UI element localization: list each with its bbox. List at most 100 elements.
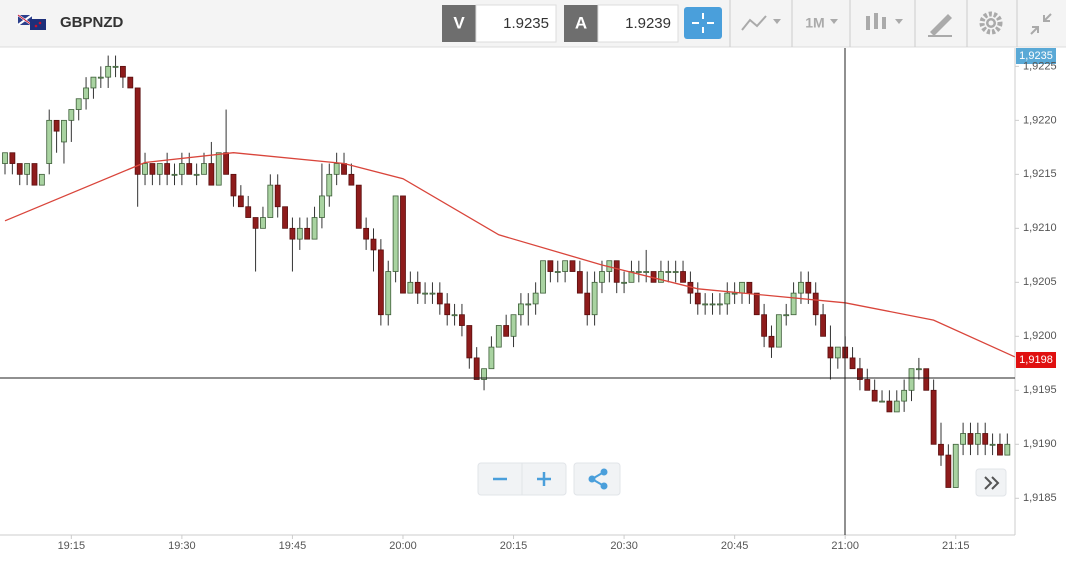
candle-body [422,292,428,295]
y-tick-label: 1,9225 [1023,60,1057,72]
x-tick-label: 20:30 [610,540,638,552]
candle-body [341,163,347,175]
candle-body [775,314,782,348]
candle-body [915,368,922,371]
candle-body [525,303,532,306]
settings-button[interactable] [979,11,1003,35]
x-tick-label: 21:00 [831,540,859,552]
bid-label: V [453,13,465,32]
zoom-in[interactable] [537,472,551,486]
candle-body [451,314,458,317]
flag [17,14,46,30]
candle-type-button[interactable] [866,13,903,30]
candle-body [724,292,731,305]
candle-body [628,271,635,283]
candle-body [400,195,406,294]
candle-body [127,76,134,89]
candle-body [83,87,89,100]
x-tick-label: 20:00 [389,540,417,552]
x-tick-label: 21:15 [942,540,970,552]
candle-body [186,163,193,175]
candle-body [142,163,148,175]
ask-label: A [575,13,587,32]
candle-body [436,292,443,305]
candle-body [171,173,178,176]
share[interactable] [588,468,608,490]
candle-body [274,184,281,208]
candle-body [105,65,112,78]
x-tick-label: 19:45 [279,540,307,552]
candle-body [901,389,908,402]
chart-type-button[interactable] [741,15,781,31]
candle-body [215,152,222,186]
moving-average [4,152,1015,358]
candle-body [923,368,930,391]
candle-body [68,109,75,121]
top-price: 1,9235 [1019,50,1053,62]
candle-body [282,206,288,229]
candle-body [134,87,141,175]
candle-body [857,368,863,380]
candle-body [746,281,753,294]
candle-body [849,357,856,370]
candle-body [510,314,517,337]
x-tick-label: 19:15 [58,540,86,552]
zoom-controls [477,462,621,496]
last-price: 1,9198 [1019,354,1053,366]
candle-body [952,443,959,488]
candle-body [893,400,900,413]
candle-body [532,292,539,305]
candle-body [348,173,355,186]
candle-body [296,227,303,240]
candle-body [230,173,237,197]
candle-body [46,119,53,164]
candle-body [967,433,974,445]
candle-body [90,76,97,89]
bid-price: 1.9235 [503,15,549,32]
collapse-button[interactable] [1030,13,1052,35]
ask-box [597,4,679,43]
candle-body [812,292,819,316]
candle-body [120,65,126,78]
candle-body [75,98,82,110]
candle-body [488,346,495,370]
x-tick-label: 19:30 [168,540,196,552]
y-tick-label: 1,9215 [1023,168,1057,180]
candle-body [562,260,569,272]
bid-button[interactable] [442,5,476,42]
candle-body [252,217,259,229]
candle-body [16,163,23,175]
candle-body [149,163,156,175]
draw-button[interactable] [928,14,952,37]
candle-body [333,163,340,175]
candle-body [613,260,620,283]
candle-body [584,292,591,316]
candle-body [267,184,274,218]
crosshair-button[interactable] [684,7,722,39]
candle-body [459,314,465,326]
candle-body [518,303,524,316]
ask-button[interactable] [564,5,598,42]
candle-body [599,271,605,283]
candle-body [112,65,119,68]
candle-body [208,163,215,186]
candle-body [982,433,989,445]
candle-body [481,368,487,380]
candle-body [164,163,171,175]
candle-body [665,271,672,273]
candle-body [658,271,664,283]
last-price-tag [1016,352,1056,368]
y-tick-label: 1,9190 [1023,438,1057,450]
candle-body [24,163,31,175]
candle-body [798,281,804,294]
candle-body [672,271,679,273]
timeframe-button[interactable]: 1M [805,15,824,31]
candle-body [193,173,200,176]
candle-body [997,443,1003,456]
candle-body [547,260,554,272]
candle-body [466,325,473,359]
scroll-right-button[interactable] [975,468,1007,497]
candle-body [989,443,996,446]
candle-body [694,292,701,305]
